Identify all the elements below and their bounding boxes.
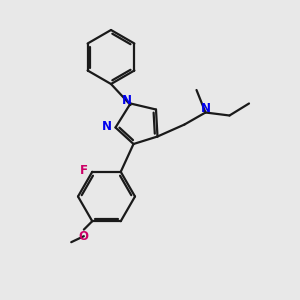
Text: N: N — [122, 94, 132, 107]
Text: F: F — [80, 164, 88, 177]
Text: O: O — [79, 230, 89, 243]
Text: N: N — [201, 102, 211, 116]
Text: N: N — [102, 120, 112, 134]
